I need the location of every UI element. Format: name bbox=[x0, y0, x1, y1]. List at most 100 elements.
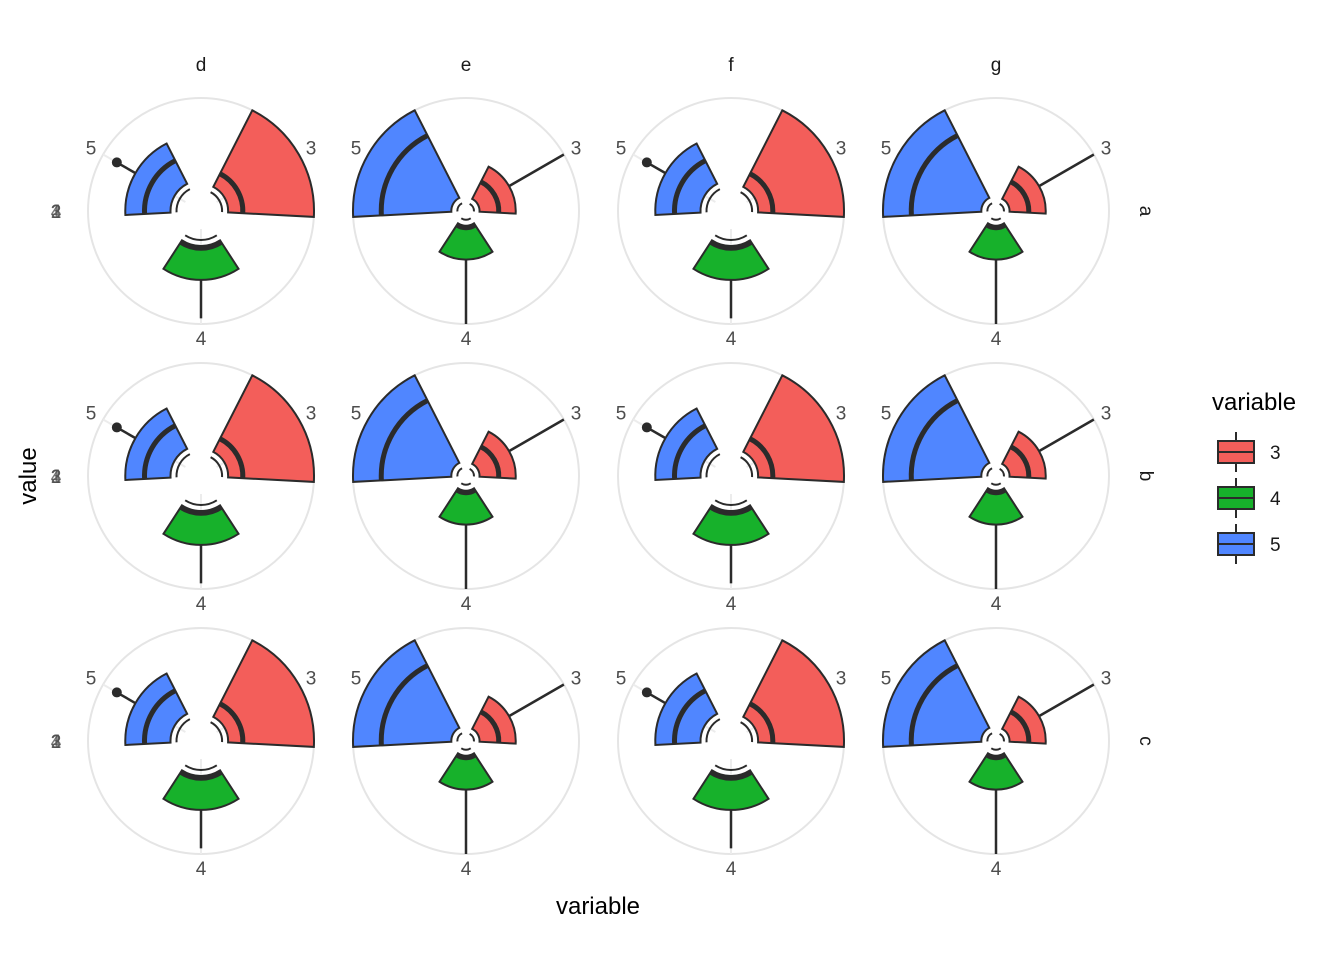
angle-tick-label-4: 4 bbox=[726, 594, 737, 615]
box-5 bbox=[352, 108, 461, 218]
lower-whisker-4 bbox=[714, 764, 748, 772]
median-5 bbox=[142, 158, 177, 215]
median-3 bbox=[479, 179, 502, 213]
angle-tick-label-4: 4 bbox=[991, 859, 1002, 880]
median-3 bbox=[218, 436, 246, 479]
lower-whisker-5 bbox=[456, 467, 463, 477]
angle-tick-label-3: 3 bbox=[571, 669, 582, 690]
row-strip-label-b: b bbox=[1135, 471, 1156, 482]
x-axis-title: variable bbox=[556, 893, 640, 920]
median-3 bbox=[1009, 444, 1032, 478]
lower-whisker-5 bbox=[705, 453, 721, 478]
panel-a-f: 3 4 5 bbox=[616, 97, 847, 350]
box-5 bbox=[882, 108, 991, 218]
angle-tick-label-3: 3 bbox=[306, 669, 317, 690]
median-5 bbox=[378, 663, 429, 746]
lower-whisker-4 bbox=[184, 234, 218, 242]
median-5 bbox=[142, 423, 177, 480]
lower-whisker-4 bbox=[990, 217, 1002, 221]
angle-tick-label-3: 3 bbox=[836, 669, 847, 690]
lower-whisker-4 bbox=[990, 482, 1002, 486]
angle-tick-label-3: 3 bbox=[836, 404, 847, 425]
lower-whisker-3 bbox=[999, 732, 1005, 742]
lower-whisker-3 bbox=[469, 732, 475, 742]
lower-whisker-4 bbox=[184, 764, 218, 772]
outlier-point-5 bbox=[641, 157, 652, 168]
median-3 bbox=[479, 709, 502, 743]
lower-whisker-5 bbox=[456, 202, 463, 212]
lower-whisker-4 bbox=[990, 747, 1002, 751]
column-strip-label-e: e bbox=[461, 55, 472, 76]
y-tick-label: 2 bbox=[51, 202, 62, 223]
lower-whisker-3 bbox=[740, 456, 754, 478]
panel-a-e: 3 4 5 bbox=[351, 97, 581, 350]
angle-tick-label-5: 5 bbox=[881, 404, 892, 425]
y-tick-label: 3 bbox=[51, 467, 62, 488]
median-4 bbox=[455, 487, 477, 496]
legend-label-5: 5 bbox=[1270, 535, 1281, 556]
panel-c-e: 3 4 5 bbox=[351, 627, 582, 880]
panel-c-d: 3 4 5 bbox=[86, 627, 317, 880]
angle-tick-label-5: 5 bbox=[86, 139, 97, 160]
angle-tick-label-5: 5 bbox=[881, 139, 892, 160]
median-3 bbox=[479, 444, 502, 478]
lower-whisker-3 bbox=[740, 721, 754, 743]
lower-whisker-4 bbox=[714, 234, 748, 242]
angle-tick-label-4: 4 bbox=[461, 859, 472, 880]
whisker-3 bbox=[508, 683, 565, 718]
angle-tick-label-4: 4 bbox=[461, 329, 472, 350]
box-5 bbox=[882, 638, 991, 748]
outlier-point-5 bbox=[111, 687, 122, 698]
box-5 bbox=[352, 638, 461, 748]
median-4 bbox=[179, 770, 223, 781]
box-3 bbox=[741, 373, 845, 483]
median-5 bbox=[142, 688, 177, 745]
box-3 bbox=[211, 108, 315, 218]
angle-tick-label-4: 4 bbox=[726, 859, 737, 880]
y-tick-label: 1 bbox=[51, 202, 62, 223]
lower-whisker-5 bbox=[705, 188, 721, 213]
y-axis-title: value bbox=[15, 447, 42, 504]
median-4 bbox=[455, 222, 477, 231]
angle-tick-label-3: 3 bbox=[1101, 669, 1112, 690]
lower-whisker-4 bbox=[184, 499, 218, 507]
outlier-point-5 bbox=[111, 157, 122, 168]
lower-whisker-5 bbox=[705, 718, 721, 743]
box-5 bbox=[352, 373, 461, 483]
y-tick-label: 2 bbox=[51, 467, 62, 488]
angle-tick-label-5: 5 bbox=[351, 404, 362, 425]
median-5 bbox=[378, 133, 429, 216]
column-strip-label-d: d bbox=[196, 55, 207, 76]
median-5 bbox=[672, 688, 707, 745]
median-3 bbox=[748, 436, 776, 479]
box-3 bbox=[741, 638, 845, 748]
angle-tick-label-4: 4 bbox=[461, 594, 472, 615]
median-4 bbox=[985, 752, 1007, 761]
lower-whisker-3 bbox=[999, 467, 1005, 477]
panel-b-d: 3 4 5 bbox=[86, 362, 316, 615]
angle-tick-label-3: 3 bbox=[1101, 139, 1112, 160]
lower-whisker-3 bbox=[469, 202, 475, 212]
median-5 bbox=[908, 133, 959, 216]
angle-tick-label-3: 3 bbox=[571, 404, 582, 425]
angle-tick-label-5: 5 bbox=[351, 139, 362, 160]
panel-b-f: 3 4 5 bbox=[616, 362, 847, 615]
lower-whisker-3 bbox=[740, 191, 754, 213]
median-4 bbox=[179, 505, 223, 516]
angle-tick-label-5: 5 bbox=[616, 404, 627, 425]
legend: variable 3 4 5 bbox=[1212, 389, 1296, 564]
box-3 bbox=[211, 373, 315, 483]
y-tick-label: 4 bbox=[51, 202, 62, 223]
lower-whisker-3 bbox=[469, 467, 475, 477]
outlier-point-5 bbox=[641, 422, 652, 433]
median-5 bbox=[908, 663, 959, 746]
legend-title: variable bbox=[1212, 389, 1296, 416]
median-3 bbox=[748, 701, 776, 744]
median-4 bbox=[709, 770, 753, 781]
angle-tick-label-3: 3 bbox=[836, 139, 847, 160]
whisker-3 bbox=[508, 153, 565, 188]
lower-whisker-4 bbox=[460, 217, 472, 221]
